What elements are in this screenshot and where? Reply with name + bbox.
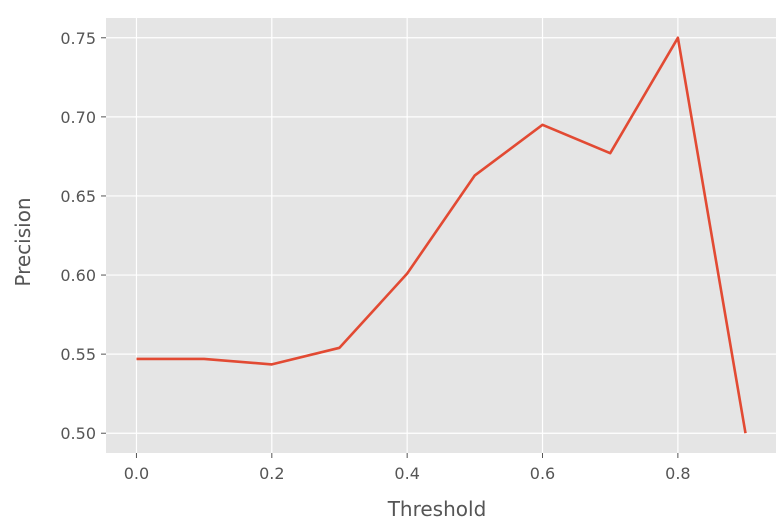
- precision-series-line: [136, 36, 747, 434]
- x-tick-label: 0.0: [124, 464, 149, 483]
- y-axis-label: Precision: [11, 197, 35, 286]
- grid-lines: [106, 18, 776, 453]
- y-tick-label: 0.70: [60, 108, 96, 127]
- x-tick-labels: 0.0 0.2 0.4 0.6 0.8: [124, 453, 691, 483]
- y-tick-label: 0.50: [60, 424, 96, 443]
- y-tick-label: 0.60: [60, 266, 96, 285]
- plot-area-background: [106, 18, 776, 453]
- series-group: [136, 36, 747, 434]
- x-axis-label: Threshold: [387, 497, 487, 521]
- y-tick-label: 0.65: [60, 187, 96, 206]
- x-tick-label: 0.8: [665, 464, 690, 483]
- x-tick-label: 0.6: [530, 464, 555, 483]
- y-tick-label: 0.75: [60, 29, 96, 48]
- y-tick-label: 0.55: [60, 345, 96, 364]
- x-tick-label: 0.4: [394, 464, 419, 483]
- x-tick-label: 0.2: [259, 464, 284, 483]
- y-tick-labels: 0.50 0.55 0.60 0.65 0.70 0.75: [60, 29, 106, 443]
